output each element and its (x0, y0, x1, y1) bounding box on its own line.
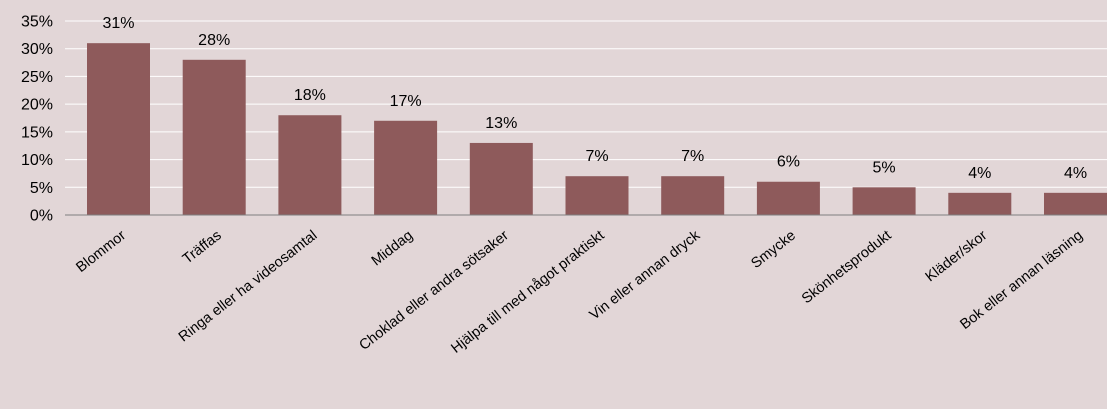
data-label: 28% (198, 32, 230, 49)
y-tick-label: 5% (30, 180, 53, 197)
y-tick-label: 20% (21, 97, 53, 114)
data-label: 4% (1064, 165, 1087, 182)
bar (756, 181, 820, 215)
x-tick-label: Smycke (748, 228, 798, 272)
y-tick-label: 30% (21, 41, 53, 58)
x-tick-label: Blommor (73, 227, 129, 275)
bar (661, 176, 725, 215)
x-tick-label: Träffas (180, 228, 225, 268)
bar (565, 176, 629, 215)
bar (87, 43, 150, 215)
data-label: 7% (585, 148, 608, 165)
data-label: 17% (390, 93, 422, 110)
y-tick-label: 35% (21, 14, 53, 31)
data-label: 13% (485, 115, 517, 132)
y-tick-label: 25% (21, 69, 53, 86)
x-tick-label: Choklad eller andra sötsaker (356, 227, 511, 353)
data-label: 5% (873, 159, 896, 176)
bars (87, 43, 1107, 215)
data-label: 18% (294, 87, 326, 104)
bar (1044, 192, 1107, 215)
x-tick-label: Kläder/skor (923, 227, 991, 285)
x-tick-label: Skönhetsprodukt (799, 228, 895, 308)
bar (948, 192, 1012, 215)
bar (182, 59, 246, 215)
x-tick-label: Hjälpa till med något praktiskt (448, 228, 607, 357)
x-tick-label: Middag (369, 228, 416, 270)
data-label: 6% (777, 154, 800, 171)
data-label: 31% (102, 15, 134, 32)
bar (469, 142, 533, 215)
data-label: 4% (968, 165, 991, 182)
y-tick-label: 15% (21, 124, 53, 141)
y-tick-label: 10% (21, 152, 53, 169)
bar (278, 115, 342, 215)
y-tick-label: 0% (30, 208, 53, 225)
data-label: 7% (681, 148, 704, 165)
data-labels: 31% 28% 18% 17% 13% 7% 7% 6% 5% 4% 4% (102, 15, 1087, 182)
bar (852, 187, 916, 215)
bar (374, 120, 438, 215)
y-axis-ticks: 0% 5% 10% 15% 20% 25% 30% 35% (21, 14, 53, 225)
